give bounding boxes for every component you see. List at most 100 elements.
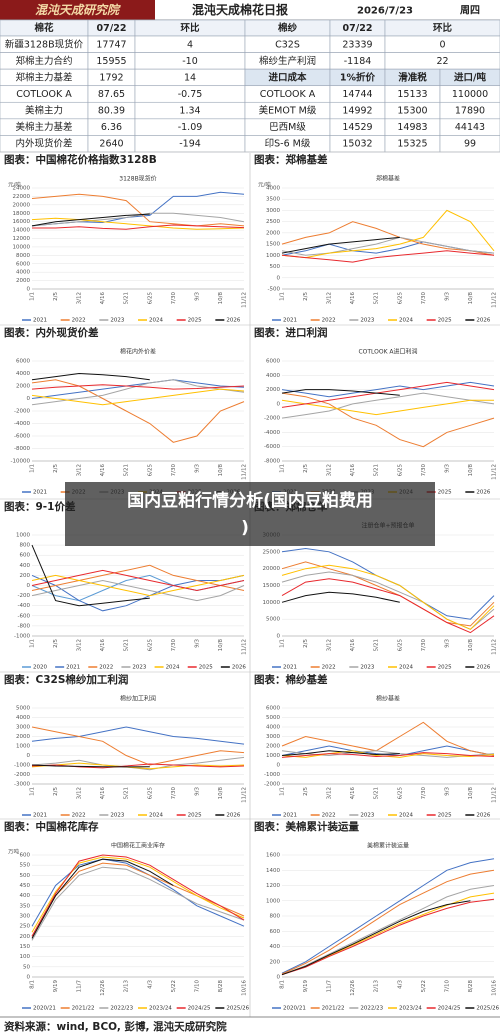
legend-label: 2020/21 [33,1006,56,1012]
panel-title: 图表：棉纱基差 [254,673,328,686]
x-tick-label: 6/25 [147,464,153,477]
unit-label: 元/吨 [258,181,271,189]
legend-label: 2021 [33,318,47,324]
y-tick-label: 22000 [13,194,31,200]
cell-text: 美EMOT M级 [259,105,317,117]
x-tick-label: 2/13 [374,980,380,993]
x-tick-label: 2/5 [53,464,59,473]
cell-text: -1.09 [178,122,203,133]
x-tick-label: 7/30 [421,639,427,652]
y-tick-label: 550 [20,863,31,869]
y-tick-label: 4000 [266,725,280,731]
series-line [281,578,495,634]
y-tick-label: -2000 [14,409,30,415]
x-tick-label: 2/5 [303,787,309,796]
x-tick-label: 10/8 [468,292,474,305]
y-tick-label: 0 [27,287,31,293]
x-tick-label: 1/1 [280,292,286,301]
y-tick-label: 0 [277,763,281,769]
y-tick-label: 1200 [266,883,280,889]
y-tick-label: 1000 [16,533,30,539]
y-tick-label: -4000 [14,421,30,427]
x-tick-label: 3/12 [77,787,83,799]
series-line [31,212,245,227]
series-line [31,388,245,406]
y-tick-label: 1000 [16,744,30,750]
legend-label: 2021 [66,665,80,671]
cell-text: 23339 [342,39,372,50]
cell-text: 6.36 [101,122,122,133]
y-tick-label: 400 [20,563,31,569]
y-tick-label: 200 [270,959,281,965]
series-line [281,752,495,758]
legend-label: 2025 [438,318,452,324]
legend-label: 2024 [149,813,163,819]
series-line [281,236,495,256]
x-tick-label: 8/1 [30,980,36,989]
x-tick-label: 7/30 [421,787,427,800]
x-tick-label: 11/12 [242,639,248,655]
cell-text: 印S-6 M级 [265,138,311,150]
y-tick-label: -1000 [14,763,30,769]
x-tick-label: 10/8 [218,639,224,652]
x-tick-label: 5/21 [374,464,380,476]
series-line [31,379,245,399]
cell-text: -0.75 [178,89,203,100]
cell-text: 美棉主力 [25,105,63,117]
series-line [31,764,150,768]
cell-text: 17890 [455,106,485,117]
legend-label: 2025 [188,318,202,324]
series-line [31,858,174,939]
y-tick-label: 10000 [13,244,31,250]
x-tick-label: 9/19 [53,980,59,993]
legend-label: 2022 [322,813,336,819]
y-tick-label: 1500 [266,242,280,248]
x-tick-label: 4/16 [350,787,356,800]
weekday: 周四 [460,5,480,17]
legend-label: 2021 [283,318,297,324]
cell-text: 22 [436,56,448,67]
y-tick-label: -10000 [11,459,31,465]
x-tick-label: 10/8 [468,464,474,477]
legend-label: 2023 [110,813,124,819]
series-line [281,392,495,448]
cell-text: 环比 [433,22,453,34]
x-tick-label: 2/5 [303,464,309,473]
x-tick-label: 11/12 [492,292,498,308]
y-tick-label: -8000 [264,459,280,465]
x-tick-label: 6/25 [397,464,403,477]
legend-label: 2022/23 [360,1006,383,1012]
x-tick-label: 8/1 [280,980,286,989]
y-tick-label: 0 [277,275,281,281]
series-line [31,569,245,592]
cell-text: 美棉主力基差 [15,121,72,133]
legend-label: 2022/23 [110,1006,133,1012]
legend-label: 2024/25 [438,1006,461,1012]
y-tick-label: 450 [20,883,31,889]
logo: 混沌天成研究院 [35,3,121,17]
series-line [31,213,150,227]
series-line [31,384,245,390]
y-tick-label: 200 [20,934,31,940]
cell-text: -194 [179,139,201,150]
y-tick-label: 250 [20,924,31,930]
overlay-bg [65,482,435,546]
y-tick-label: -500 [268,287,281,293]
cell-text: 进口成本 [268,71,307,83]
y-tick-label: 10000 [263,600,281,606]
report-title: 混沌天成棉花日报 [192,2,288,17]
report-date: 2026/7/23 [357,6,413,17]
y-tick-label: 600 [270,929,281,935]
legend-label: 2022 [99,665,113,671]
cell-text: 14 [184,72,196,83]
legend-label: 2021/22 [72,1006,95,1012]
legend-label: 2022 [72,318,86,324]
x-tick-label: 6/25 [147,639,153,652]
series-line [281,547,495,620]
x-tick-label: 2/5 [303,639,309,648]
x-tick-label: 9/3 [444,787,450,796]
x-tick-label: 6/25 [147,787,153,800]
cell-text: COTLOOK A [260,89,316,100]
chart-title: 棉花内外价差 [120,348,156,356]
